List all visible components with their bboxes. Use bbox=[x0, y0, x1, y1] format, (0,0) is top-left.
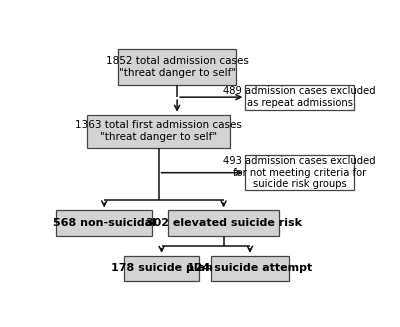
FancyBboxPatch shape bbox=[124, 256, 199, 281]
FancyBboxPatch shape bbox=[56, 211, 152, 236]
Text: 1363 total first admission cases
"threat danger to self": 1363 total first admission cases "threat… bbox=[75, 120, 242, 142]
Text: 124 suicide attempt: 124 suicide attempt bbox=[187, 263, 312, 273]
FancyBboxPatch shape bbox=[118, 49, 236, 85]
Text: 178 suicide plan: 178 suicide plan bbox=[110, 263, 213, 273]
FancyBboxPatch shape bbox=[245, 155, 354, 190]
FancyBboxPatch shape bbox=[245, 85, 354, 110]
Text: 568 non-suicidal: 568 non-suicidal bbox=[53, 218, 156, 228]
Text: 493 admission cases excluded
for not meeting criteria for
suicide risk groups: 493 admission cases excluded for not mee… bbox=[223, 156, 376, 189]
Text: 489 admission cases excluded
as repeat admissions: 489 admission cases excluded as repeat a… bbox=[223, 86, 376, 108]
Text: 302 elevated suicide risk: 302 elevated suicide risk bbox=[146, 218, 302, 228]
FancyBboxPatch shape bbox=[168, 211, 279, 236]
Text: 1852 total admission cases
"threat danger to self": 1852 total admission cases "threat dange… bbox=[106, 56, 248, 78]
FancyBboxPatch shape bbox=[211, 256, 289, 281]
FancyBboxPatch shape bbox=[87, 115, 230, 147]
